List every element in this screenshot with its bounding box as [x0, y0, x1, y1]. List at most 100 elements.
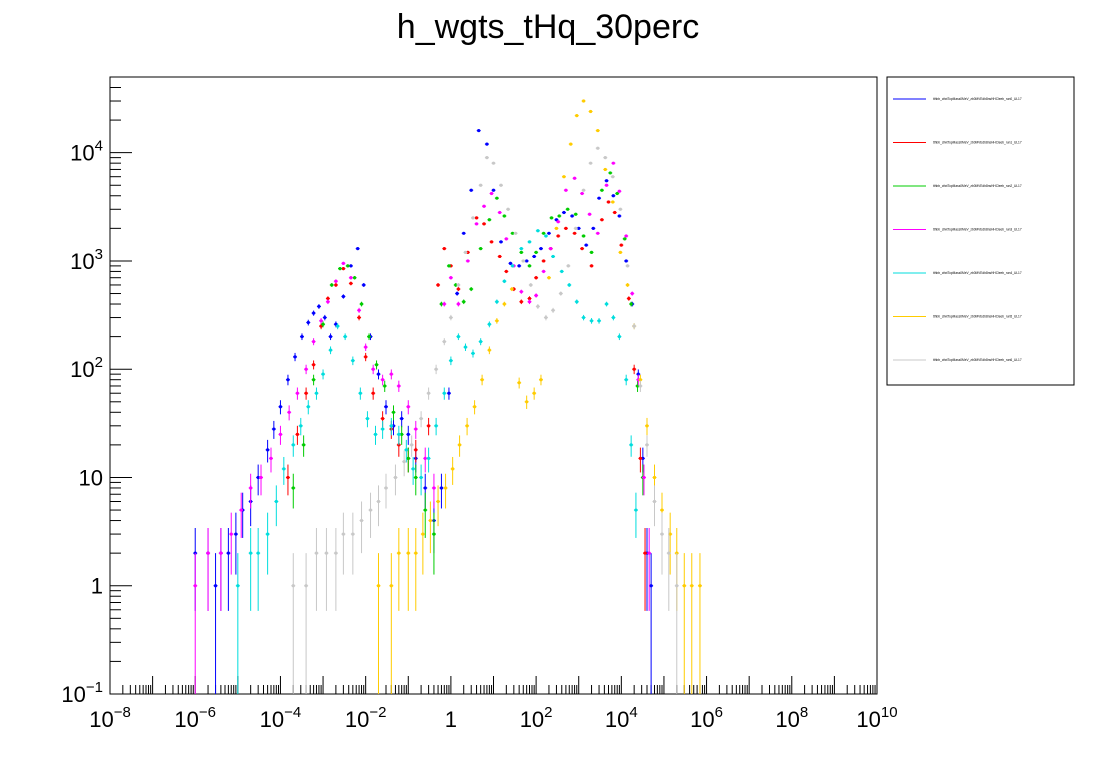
data-point	[554, 226, 559, 230]
data-point	[471, 216, 475, 220]
data-point	[341, 266, 345, 271]
x-tick-label: 1010	[856, 704, 897, 732]
data-point	[638, 384, 642, 388]
data-point	[502, 214, 506, 218]
data-point	[236, 584, 240, 588]
y-tick-label: 1	[91, 574, 103, 599]
data-point	[406, 456, 410, 461]
data-point	[466, 250, 470, 254]
data-point	[575, 114, 579, 118]
data-point	[439, 486, 444, 490]
series-layer	[193, 99, 702, 694]
data-point	[487, 322, 491, 326]
data-point	[383, 384, 387, 388]
legend-label: tthbb_cfwtTopMass0MeV_zb0MVEdb8nsHHCleeb…	[933, 315, 1022, 319]
chart-title: h_wgts_tHq_30perc	[397, 8, 699, 46]
data-point	[660, 532, 664, 536]
data-point	[274, 499, 278, 504]
data-point	[397, 432, 401, 436]
data-point	[603, 156, 607, 160]
x-tick-label: 10−2	[345, 704, 387, 732]
data-point	[427, 391, 431, 395]
data-point	[491, 188, 496, 192]
data-point	[419, 416, 423, 421]
data-point	[291, 443, 295, 447]
data-point	[570, 214, 574, 218]
data-point	[624, 378, 628, 382]
data-point	[456, 335, 460, 339]
data-point	[618, 207, 622, 211]
data-point	[427, 456, 431, 461]
series-6	[291, 146, 679, 694]
data-point	[495, 319, 499, 323]
data-point	[423, 456, 427, 461]
data-point	[295, 432, 300, 436]
data-point	[421, 532, 425, 536]
data-point	[376, 584, 381, 588]
data-point	[341, 261, 345, 265]
data-point	[439, 302, 444, 306]
data-point	[442, 391, 446, 395]
data-point	[562, 175, 566, 179]
data-point	[443, 486, 448, 490]
x-tick-label: 106	[690, 704, 723, 732]
data-point	[330, 283, 334, 287]
data-point	[572, 231, 577, 235]
data-point	[477, 128, 481, 133]
data-point	[581, 234, 586, 238]
series-1	[285, 200, 648, 611]
data-point	[341, 532, 345, 536]
data-point	[625, 264, 630, 268]
data-point	[455, 291, 459, 296]
data-point	[527, 240, 532, 244]
data-point	[349, 281, 353, 286]
data-point	[471, 351, 475, 355]
data-point	[479, 183, 483, 187]
y-tick-label: 102	[70, 354, 103, 382]
data-point	[432, 532, 436, 536]
data-point	[510, 231, 515, 235]
data-point	[638, 378, 642, 382]
data-point	[312, 339, 316, 344]
data-point	[485, 142, 489, 146]
data-point	[381, 427, 385, 431]
data-point	[675, 584, 679, 588]
data-point	[519, 290, 523, 294]
data-point	[575, 300, 579, 304]
data-point	[652, 475, 657, 480]
y-tick-label: 104	[70, 138, 103, 166]
data-point	[542, 259, 546, 263]
data-point	[482, 204, 486, 208]
data-point	[206, 551, 210, 555]
data-point	[584, 243, 588, 247]
data-point	[384, 486, 388, 490]
legend-item: tthbb_cfwtTopMass0MeV_zb0MVEdb8nsHHCleeb…	[893, 271, 1022, 275]
data-point	[489, 191, 494, 196]
data-point	[423, 508, 427, 512]
data-point	[304, 391, 308, 395]
data-point	[581, 188, 586, 192]
series-4	[235, 229, 638, 694]
data-point	[557, 214, 561, 218]
data-point	[487, 218, 491, 222]
data-point	[566, 264, 570, 268]
data-point	[606, 200, 611, 204]
data-point	[660, 508, 664, 512]
data-point	[623, 237, 627, 241]
data-point	[321, 372, 325, 376]
data-point	[485, 156, 489, 160]
data-point	[427, 424, 431, 428]
data-point	[539, 247, 543, 251]
data-point	[647, 551, 651, 555]
data-point	[532, 391, 536, 395]
data-point	[381, 416, 385, 421]
data-point	[282, 467, 286, 471]
data-point	[589, 109, 593, 114]
data-point	[423, 486, 427, 490]
data-point	[304, 367, 308, 371]
data-point	[615, 191, 619, 196]
data-point	[291, 584, 295, 588]
data-point	[314, 551, 319, 555]
